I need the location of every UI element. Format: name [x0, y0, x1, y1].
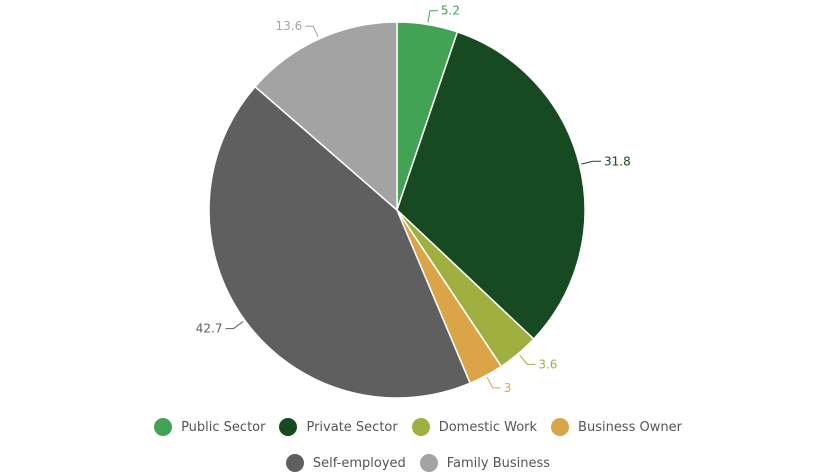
- label-connector: [427, 10, 438, 23]
- label-connector: [519, 354, 536, 365]
- legend-label: Self-employed: [312, 455, 406, 471]
- legend-label: Private Sector: [306, 419, 398, 435]
- pie-slice-family-business[interactable]: [254, 21, 398, 212]
- legend-swatch: [551, 418, 570, 436]
- label-connector: [225, 321, 244, 330]
- legend-label: Family Business: [446, 455, 551, 471]
- label-connector: [486, 377, 501, 389]
- legend-item[interactable]: Business Owner: [551, 418, 682, 436]
- label-connector: [581, 160, 602, 165]
- data-label: 3.6: [538, 357, 557, 371]
- legend-item[interactable]: Private Sector: [279, 418, 398, 436]
- legend-swatch: [419, 454, 438, 472]
- legend-item[interactable]: Public Sector: [154, 418, 265, 436]
- legend-swatch: [279, 418, 298, 436]
- legend-item[interactable]: Domestic Work: [411, 418, 538, 436]
- data-label: 42.7: [196, 322, 223, 336]
- label-connector: [305, 25, 319, 38]
- data-label: 31.8: [604, 154, 631, 168]
- legend-swatch: [154, 418, 173, 436]
- data-label: 3: [504, 381, 512, 395]
- legend-item[interactable]: Self-employed: [285, 454, 406, 472]
- legend-label: Public Sector: [181, 419, 266, 435]
- legend-label: Business Owner: [578, 419, 682, 435]
- legend-swatch: [285, 454, 304, 472]
- legend-row-1: Public Sector Private Sector Domestic Work…: [0, 418, 836, 436]
- legend-item[interactable]: Family Business: [419, 454, 551, 472]
- data-label: 13.6: [275, 19, 302, 33]
- legend-swatch: [411, 418, 430, 436]
- pie-slice-self-employed[interactable]: [208, 85, 472, 399]
- pie-slice-private-sector[interactable]: [396, 31, 586, 341]
- legend-label: Domestic Work: [438, 419, 538, 435]
- legend-row-2: Self-employed Family Business: [0, 454, 836, 472]
- data-label: 5.2: [441, 4, 460, 18]
